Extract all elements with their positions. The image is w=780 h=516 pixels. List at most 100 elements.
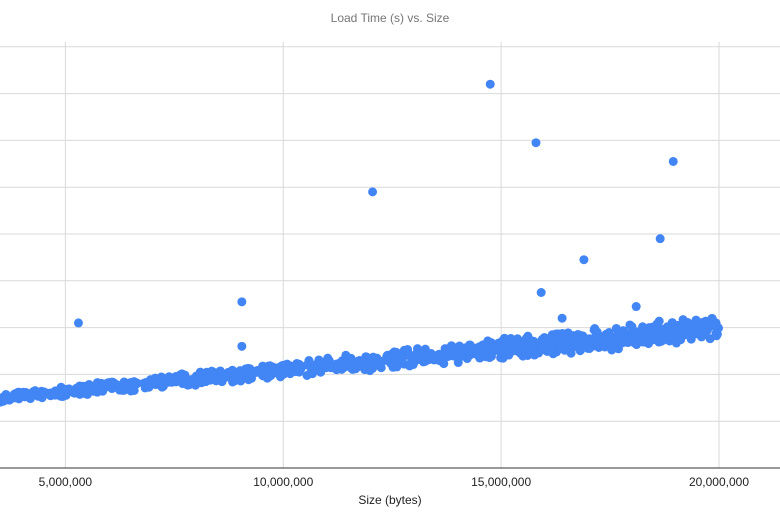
- data-point: [117, 384, 127, 394]
- data-point: [590, 324, 600, 334]
- data-point: [611, 323, 621, 333]
- outlier-point: [73, 318, 83, 328]
- outlier-point: [536, 288, 546, 297]
- data-point: [212, 375, 222, 385]
- outlier-point: [557, 313, 567, 323]
- data-point: [193, 373, 203, 383]
- gridlines: [0, 42, 780, 469]
- data-point: [244, 375, 254, 385]
- data-point: [415, 353, 425, 363]
- data-point: [444, 348, 454, 358]
- data-point: [587, 336, 597, 346]
- data-point: [541, 341, 551, 351]
- data-point: [530, 350, 540, 360]
- outlier-point: [368, 187, 378, 197]
- data-point: [362, 352, 372, 362]
- data-point: [392, 362, 402, 372]
- data-point: [294, 367, 304, 377]
- outlier-point: [655, 234, 665, 244]
- data-point: [453, 358, 463, 368]
- data-point: [256, 364, 266, 374]
- data-point: [426, 352, 436, 362]
- outlier-point: [631, 302, 641, 312]
- data-point: [583, 343, 593, 353]
- data-point: [396, 352, 406, 362]
- outlier-point: [531, 138, 541, 148]
- data-point: [601, 331, 611, 341]
- data-point: [269, 366, 279, 376]
- x-tick-label: 20,000,000: [689, 475, 749, 489]
- data-point: [0, 394, 6, 404]
- data-point: [229, 370, 239, 380]
- data-point: [540, 335, 550, 345]
- x-axis-label: Size (bytes): [358, 493, 421, 507]
- x-tick-label: 15,000,000: [471, 475, 531, 489]
- data-point: [711, 322, 721, 332]
- data-point: [465, 340, 475, 350]
- data-point: [557, 329, 567, 339]
- data-point: [126, 386, 136, 396]
- data-point: [68, 386, 78, 396]
- data-point: [676, 328, 686, 338]
- data-point: [552, 334, 562, 344]
- data-point: [403, 344, 413, 354]
- data-point: [707, 315, 717, 325]
- chart-title: Load Time (s) vs. Size: [331, 11, 450, 25]
- data-point: [614, 340, 624, 350]
- data-point: [406, 358, 416, 368]
- data-point: [61, 386, 71, 396]
- data-point: [39, 389, 49, 399]
- data-point: [572, 342, 582, 352]
- data-point: [664, 326, 674, 336]
- data-point: [20, 392, 30, 402]
- data-point: [368, 363, 378, 373]
- data-point: [263, 372, 273, 382]
- data-point: [695, 319, 705, 329]
- data-point: [659, 335, 669, 345]
- data-point: [328, 362, 338, 372]
- data-point: [376, 363, 386, 373]
- x-tick-label: 5,000,000: [39, 475, 93, 489]
- data-point: [110, 380, 120, 390]
- data-point: [630, 338, 640, 348]
- data-point: [282, 359, 292, 369]
- data-point: [529, 336, 539, 346]
- outlier-point: [237, 297, 247, 307]
- data-point: [156, 372, 166, 382]
- x-tick-labels: 5,000,000 10,000,000 15,000,000 20,000,000: [39, 475, 750, 489]
- data-point: [413, 344, 423, 354]
- data-point: [620, 328, 630, 338]
- data-point: [507, 343, 517, 353]
- data-point: [521, 345, 531, 355]
- data-point: [302, 360, 312, 370]
- data-point: [374, 356, 384, 366]
- data-point: [676, 320, 686, 330]
- data-point: [176, 372, 186, 382]
- data-point: [315, 365, 325, 375]
- data-point: [382, 353, 392, 363]
- data-point: [625, 320, 635, 330]
- outlier-point: [579, 255, 589, 265]
- data-point: [496, 341, 506, 351]
- data-point: [520, 335, 530, 345]
- data-point: [562, 336, 572, 346]
- data-point: [487, 349, 497, 359]
- x-tick-label: 10,000,000: [253, 475, 313, 489]
- data-point: [200, 369, 210, 379]
- data-point: [242, 366, 252, 376]
- data-point: [458, 350, 468, 360]
- data-point: [689, 325, 699, 335]
- data-point: [126, 377, 136, 387]
- data-point: [351, 358, 361, 368]
- data-points: [0, 79, 723, 407]
- outlier-point: [237, 341, 247, 351]
- outlier-point: [485, 79, 495, 89]
- data-point: [294, 359, 304, 369]
- data-point: [439, 359, 449, 369]
- outlier-point: [668, 156, 678, 166]
- data-point: [699, 330, 709, 340]
- data-point: [500, 333, 510, 343]
- data-point: [81, 381, 91, 391]
